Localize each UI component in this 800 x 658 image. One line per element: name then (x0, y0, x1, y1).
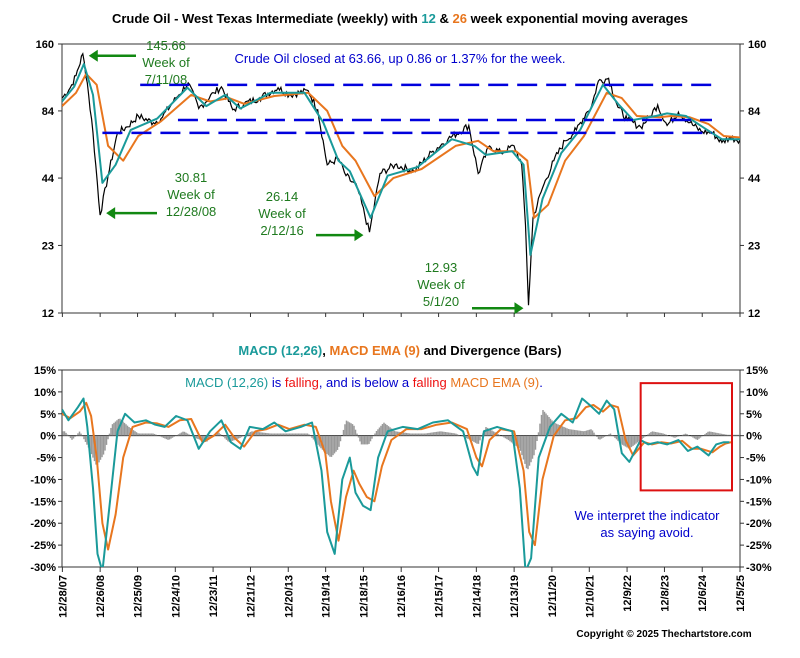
price-line (62, 52, 740, 306)
macd-title: MACD (12,26), MACD EMA (9) and Divergenc… (238, 343, 561, 358)
x-tick-label: 12/6/24 (697, 574, 709, 612)
x-tick-label: 12/8/23 (659, 575, 671, 612)
macd-status-text-part: . (539, 375, 543, 390)
price-ytick-label-left: 160 (36, 39, 54, 51)
price-ytick-label-left: 44 (42, 173, 55, 185)
x-tick-label: 12/18/15 (358, 575, 370, 618)
annotation-text: 12/28/08 (166, 204, 217, 219)
annotation-text: 26.14 (266, 189, 299, 204)
annotation-arrow-head (354, 229, 364, 242)
x-tick-label: 12/21/12 (245, 575, 257, 618)
macd-ytick-label-right: -25% (746, 540, 772, 552)
macd-ytick-label-left: 0% (40, 431, 56, 443)
x-tick-label: 12/24/10 (170, 575, 182, 618)
macd-status-text-part: MACD EMA (9) (450, 375, 539, 390)
annotation-arrow-head (106, 207, 116, 220)
macd-ytick-label-right: -10% (746, 474, 772, 486)
macd-ytick-label-left: -5% (36, 453, 56, 465)
macd-ytick-label-left: -30% (30, 562, 56, 574)
macd-ema9-line (62, 401, 732, 551)
macd-status-text-part: MACD (12,26) (185, 375, 268, 390)
macd-status-text-part: is (268, 375, 285, 390)
macd-ytick-label-right: 15% (746, 365, 768, 377)
ema26-line (62, 72, 740, 219)
headline-text: Crude Oil closed at 63.66, up 0.86 or 1.… (235, 51, 566, 66)
annotation-text: 2/12/16 (260, 223, 303, 238)
x-tick-label: 12/13/19 (509, 575, 521, 618)
macd-ytick-label-right: 5% (746, 409, 762, 421)
interpretation-text: as saying avoid. (600, 525, 693, 540)
chart-title-part: & (436, 11, 453, 26)
annotation-text: 145.66 (146, 38, 186, 53)
price-ytick-label-right: 84 (748, 106, 761, 118)
annotation-text: Week of (417, 277, 465, 292)
annotation-text: 12.93 (425, 260, 458, 275)
x-tick-label: 12/20/13 (283, 575, 295, 618)
x-tick-label: 12/11/20 (547, 575, 559, 617)
price-ytick-label-left: 23 (42, 240, 54, 252)
chart-title-part: Crude Oil - West Texas Intermediate (wee… (112, 11, 421, 26)
price-ytick-label-right: 23 (748, 240, 760, 252)
annotation-arrow-head (514, 302, 524, 315)
macd-ytick-label-right: -20% (746, 518, 772, 530)
copyright-text: Copyright © 2025 Thechartstore.com (576, 629, 751, 640)
macd-title-part: , (322, 343, 329, 358)
x-tick-label: 12/16/16 (396, 575, 408, 618)
annotation-text: 5/1/20 (423, 294, 459, 309)
x-tick-label: 12/10/21 (584, 575, 596, 618)
annotation-text: Week of (142, 55, 190, 70)
price-ytick-label-right: 160 (748, 39, 766, 51)
highlight-box (639, 382, 733, 492)
macd-title-part: and Divergence (Bars) (420, 343, 562, 358)
chart-title-part: 12 (421, 11, 435, 26)
ema12-line (62, 63, 740, 256)
x-tick-label: 12/23/11 (208, 575, 220, 617)
macd-ytick-label-right: 0% (746, 431, 762, 443)
price-ytick-label-right: 44 (748, 173, 761, 185)
x-tick-label: 12/5/25 (735, 575, 747, 612)
macd-status-text-part: falling (285, 375, 319, 390)
macd-ytick-label-left: -20% (30, 518, 56, 530)
macd-title-part: MACD (12,26) (238, 343, 322, 358)
macd-ytick-label-left: -10% (30, 474, 56, 486)
x-tick-label: 12/15/17 (434, 575, 446, 618)
macd-ytick-label-left: 10% (34, 387, 56, 399)
macd-ytick-label-right: -5% (746, 453, 766, 465)
price-ytick-label-right: 12 (748, 308, 760, 320)
chart-title-part: week exponential moving averages (467, 11, 688, 26)
headline-backing (208, 49, 593, 67)
x-tick-label: 12/26/08 (95, 575, 107, 618)
price-series-group (62, 52, 740, 306)
macd-ytick-label-left: 15% (34, 365, 56, 377)
annotation-text: 30.81 (175, 170, 208, 185)
x-tick-label: 12/28/07 (57, 575, 69, 618)
annotation-text: 7/11/08 (145, 72, 187, 87)
x-tick-label: 12/25/09 (133, 575, 145, 618)
chart-title-part: 26 (452, 11, 466, 26)
price-ytick-label-left: 12 (42, 308, 54, 320)
annotation-arrow-head (88, 49, 98, 62)
interpretation-text: We interpret the indicator (575, 508, 721, 523)
macd-status-text: MACD (12,26) is falling, and is below a … (185, 375, 543, 390)
annotation-text: Week of (167, 187, 215, 202)
macd-line (62, 397, 730, 567)
macd-ytick-label-left: -15% (30, 496, 56, 508)
price-ytick-label-left: 84 (42, 106, 55, 118)
chart-title: Crude Oil - West Texas Intermediate (wee… (112, 11, 688, 26)
macd-series-group (62, 397, 740, 567)
macd-status-text-part: , and is below a (319, 375, 413, 390)
x-tick-label: 12/14/18 (471, 575, 483, 618)
macd-ytick-label-right: -15% (746, 496, 772, 508)
macd-ytick-label-left: -25% (30, 540, 56, 552)
macd-ytick-label-right: -30% (746, 562, 772, 574)
x-tick-label: 12/9/22 (622, 575, 634, 612)
macd-ytick-label-right: 10% (746, 387, 768, 399)
annotation-text: Week of (258, 206, 306, 221)
x-tick-label: 12/19/14 (321, 574, 333, 618)
macd-status-text-part: falling (413, 375, 447, 390)
macd-title-part: MACD EMA (9) (329, 343, 420, 358)
macd-ytick-label-left: 5% (40, 409, 56, 421)
